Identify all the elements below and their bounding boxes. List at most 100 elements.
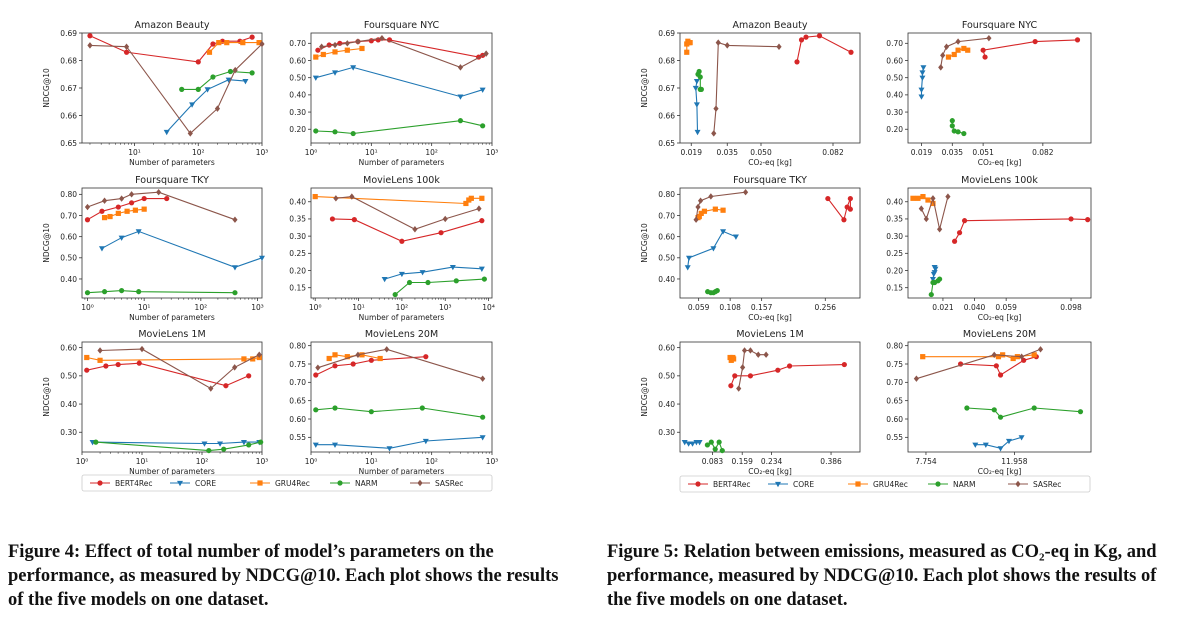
series-core: [98, 229, 265, 271]
point-gru4rec: [965, 47, 971, 53]
y-tick-label: 0.60: [60, 232, 77, 241]
y-tick-label: 0.20: [886, 125, 903, 134]
point-sasrec: [755, 351, 761, 358]
series-sasrec: [97, 345, 262, 392]
point-bert4rec: [313, 372, 319, 378]
legend-entry-narm: NARM: [330, 479, 377, 488]
x-tick-label: 0.108: [719, 303, 741, 312]
legend-marker: [417, 479, 423, 487]
line-bert4rec: [332, 218, 483, 242]
x-tick-label: 0.159: [731, 457, 753, 466]
point-bert4rec: [223, 383, 229, 389]
line-narm: [966, 407, 1081, 418]
y-tick-label: 0.69: [658, 29, 675, 38]
y-tick-label: 0.75: [289, 360, 306, 369]
series-narm: [704, 439, 725, 454]
legend-marker: [935, 481, 941, 487]
point-sasrec: [937, 226, 943, 233]
x-axis-label: Number of parameters: [129, 467, 215, 476]
x-tick-label: 10³: [486, 148, 499, 157]
figure-4-panel-foursquare-nyc: Foursquare NYC 0.20 0.30 0.40 0.50 0.60 0.70 10…: [289, 20, 498, 167]
line-core: [101, 230, 263, 268]
point-bert4rec: [351, 217, 357, 223]
point-bert4rec: [732, 373, 738, 379]
point-narm: [350, 130, 356, 137]
point-narm: [955, 129, 961, 135]
series-gru4rec: [84, 354, 262, 363]
series-sasrec: [938, 34, 992, 71]
point-bert4rec: [1074, 37, 1081, 43]
y-tick-label: 0.40: [289, 91, 306, 100]
point-gru4rec: [712, 206, 718, 212]
point-sasrec: [119, 195, 125, 202]
line-core: [315, 66, 483, 98]
point-core: [225, 77, 232, 83]
point-narm: [101, 289, 108, 295]
point-core: [332, 442, 339, 448]
point-sasrec: [747, 347, 754, 354]
y-tick-label: 0.20: [886, 266, 903, 275]
point-sasrec: [483, 50, 489, 57]
point-core: [386, 446, 393, 452]
point-core: [696, 440, 703, 446]
y-tick-label: 0.35: [886, 215, 903, 224]
series-narm: [93, 439, 264, 454]
panel-title: MovieLens 1M: [138, 329, 205, 340]
series-bert4rec: [951, 216, 1091, 244]
point-sasrec: [379, 34, 385, 42]
point-core: [201, 441, 208, 447]
x-tick-label: 10⁰: [81, 303, 94, 312]
legend-label: NARM: [953, 480, 975, 489]
point-gru4rec: [332, 49, 338, 55]
point-bert4rec: [848, 49, 854, 55]
series-gru4rec: [312, 193, 485, 207]
point-sasrec: [232, 364, 238, 371]
point-narm: [332, 129, 338, 135]
point-sasrec: [101, 197, 108, 204]
point-sasrec: [763, 351, 769, 358]
point-core: [135, 229, 142, 235]
x-axis-label: CO₂-eq [kg]: [748, 158, 792, 167]
line-core: [315, 436, 483, 449]
series-gru4rec: [313, 45, 365, 60]
series-narm: [964, 405, 1084, 420]
legend-entry-bert4rec: BERT4Rec: [688, 480, 751, 489]
series-gru4rec: [101, 206, 147, 221]
point-core: [350, 65, 357, 71]
line-gru4rec: [86, 356, 260, 361]
point-narm: [937, 276, 943, 282]
point-bert4rec: [786, 363, 793, 369]
legend-label: CORE: [195, 479, 216, 488]
panel-title: Foursquare TKY: [135, 175, 209, 186]
point-gru4rec: [955, 47, 961, 53]
panel-frame: [907, 32, 1092, 144]
series-core: [89, 440, 263, 447]
point-core: [189, 102, 196, 108]
y-tick-label: 0.65: [886, 396, 903, 405]
point-bert4rec: [980, 47, 986, 53]
x-tick-label: 0.082: [1032, 148, 1054, 157]
series-sasrec: [84, 189, 238, 223]
point-narm: [991, 407, 997, 413]
point-narm: [136, 289, 142, 295]
y-tick-label: 0.66: [60, 111, 77, 120]
point-narm: [481, 276, 487, 282]
series-gru4rec: [326, 352, 383, 362]
x-tick-label: 0.157: [751, 303, 773, 312]
series-core: [381, 264, 485, 283]
panel-frame: [310, 341, 493, 453]
figure-5-legend: BERT4Rec CORE GRU4Rec NARM SASRec: [679, 475, 1091, 493]
panel-frame: [907, 187, 1092, 299]
point-sasrec: [1037, 346, 1044, 353]
series-sasrec: [711, 39, 782, 137]
point-core: [972, 442, 979, 448]
figure-4-panel-movielens-20m: MovieLens 20M 0.55 0.60 0.65 0.70 0.75 0.80 10⁰…: [289, 329, 498, 476]
series-sasrec: [87, 40, 265, 137]
x-tick-label: 10³: [251, 303, 264, 312]
point-core: [479, 435, 486, 441]
y-tick-label: 0.55: [886, 433, 903, 442]
legend-label: GRU4Rec: [873, 480, 908, 489]
point-narm: [313, 128, 319, 134]
y-tick-label: 0.80: [289, 341, 306, 350]
x-tick-label: 10²: [196, 457, 209, 466]
